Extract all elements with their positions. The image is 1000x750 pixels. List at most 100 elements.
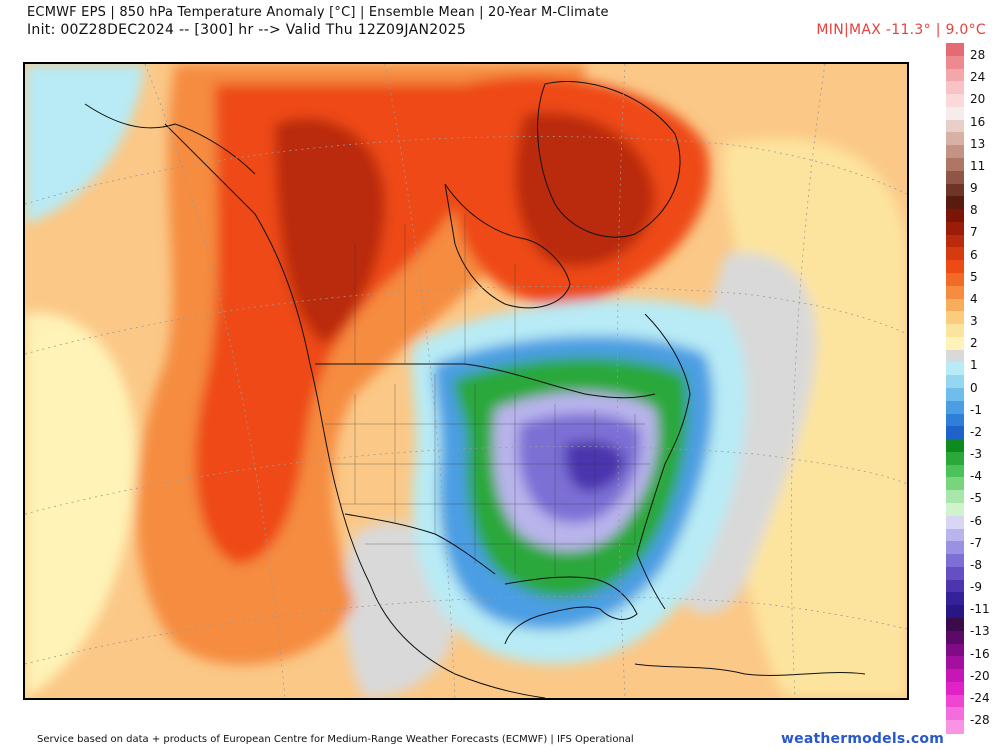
colorbar-swatch (946, 579, 964, 594)
graticule-lon-2 (384, 64, 456, 698)
colorbar-swatch (946, 707, 964, 721)
colorbar-swatch (946, 375, 964, 389)
state-lines-1 (354, 374, 636, 579)
colorbar-swatch (946, 285, 964, 300)
graticule (25, 64, 907, 698)
graticule-lon-3 (617, 64, 626, 698)
colorbar-tick-label: 24 (970, 70, 986, 85)
colorbar-tick-label: -11 (970, 602, 990, 617)
colorbar-tick-label: 2 (970, 336, 978, 351)
colorbar-swatch (946, 234, 964, 249)
province-lines (354, 214, 516, 374)
pale-zone-west (25, 312, 137, 698)
colorbar-swatch (946, 681, 964, 696)
colorbar-tick-label: 8 (970, 203, 978, 218)
colorbar-tick-label: -3 (970, 447, 982, 461)
colorbar-swatch (946, 656, 964, 670)
chart-title: ECMWF EPS | 850 hPa Temperature Anomaly … (27, 5, 609, 20)
colorbar-tick-label: -4 (970, 469, 982, 484)
colorbar-swatch (946, 94, 964, 108)
colorbar-swatch (946, 170, 964, 185)
colorbar-tick-label: -24 (970, 690, 990, 705)
colorbar-swatch (946, 221, 964, 236)
colorbar-tick-label: 9 (970, 181, 978, 195)
state-borders (325, 214, 655, 579)
colorbar-swatch (946, 158, 964, 172)
colorbar-tick-label: -1 (970, 402, 982, 417)
graticule-lon-4 (790, 64, 826, 698)
colorbar-swatch (946, 554, 964, 568)
colorbar-swatch (946, 592, 964, 606)
colorbar-tick-label: 5 (970, 269, 978, 284)
colorbar-tick-label: 13 (970, 136, 986, 151)
colorbar-swatch (946, 541, 964, 555)
warm-anomaly-north-core (515, 112, 655, 267)
colorbar-swatch (946, 503, 964, 517)
init-valid-time: Init: 00Z28DEC2024 -- [300] hr --> Valid… (27, 22, 467, 38)
neutral-patch-pacific (25, 64, 145, 224)
colorbar (946, 43, 964, 734)
colorbar-swatch (946, 515, 964, 530)
colorbar-swatch (946, 439, 964, 453)
colorbar-tick-label: 28 (970, 48, 986, 62)
colorbar-tick-label: 11 (970, 158, 986, 173)
colorbar-swatch (946, 68, 964, 82)
colorbar-swatch (946, 618, 964, 632)
colorbar-swatch (946, 464, 964, 479)
colorbar-swatch (946, 630, 964, 645)
colorbar-swatch (946, 349, 964, 364)
warm-anomaly-rockies (275, 117, 385, 344)
colorbar-swatch (946, 183, 964, 197)
colorbar-tick-label: 3 (970, 314, 978, 328)
graticule-lat-4 (25, 596, 907, 665)
colorbar-swatch (946, 451, 964, 466)
graticule-lat-1 (25, 136, 907, 205)
colorbar-swatch (946, 362, 964, 376)
coast-alaska (84, 103, 256, 175)
state-lines-2 (325, 423, 655, 545)
brand-link[interactable]: weathermodels.com (780, 731, 944, 747)
colorbar-swatch (946, 247, 964, 261)
anomaly-map (23, 62, 909, 700)
coast-greenland (537, 80, 681, 238)
colorbar-tick-label: 1 (970, 358, 978, 373)
colorbar-swatch (946, 81, 964, 95)
colorbar-swatch (946, 311, 964, 325)
colorbar-tick-label: -9 (970, 580, 982, 594)
colorbar-swatch (946, 145, 964, 159)
border-canada-us (315, 363, 656, 399)
colorbar-tick-label: 16 (970, 114, 986, 129)
colorbar-swatch (946, 132, 964, 146)
colorbar-swatch (946, 273, 964, 287)
colorbar-swatch (946, 298, 964, 312)
colorbar-swatch (946, 209, 964, 223)
colorbar-swatch (946, 605, 964, 619)
coast-gulf (504, 576, 638, 645)
colorbar-swatch (946, 196, 964, 210)
colorbar-swatch (946, 490, 964, 504)
colorbar-tick-label: -8 (970, 557, 982, 572)
colorbar-swatch (946, 106, 964, 121)
colorbar-swatch (946, 260, 964, 274)
colorbar-tick-label: -7 (970, 535, 982, 550)
colorbar-tick-label: 4 (970, 291, 978, 306)
colorbar-tick-label: 7 (970, 225, 978, 240)
colorbar-swatch (946, 720, 964, 734)
colorbar-swatch (946, 477, 964, 491)
colorbar-swatch (946, 336, 964, 351)
coast-east (636, 313, 691, 610)
colorbar-tick-label: -6 (970, 513, 982, 528)
colorbar-swatch (946, 643, 964, 657)
colorbar-swatch (946, 324, 964, 338)
colorbar-tick-label: 20 (970, 92, 986, 107)
colorbar-swatch (946, 426, 964, 440)
colorbar-swatch (946, 388, 964, 402)
colorbar-tick-label: -5 (970, 491, 982, 506)
colorbar-swatch (946, 669, 964, 683)
colorbar-swatch (946, 566, 964, 581)
map-canvas (25, 64, 907, 698)
colorbar-tick-label: -2 (970, 424, 982, 439)
colorbar-swatch (946, 400, 964, 415)
graticule-lat-3 (25, 446, 907, 515)
graticule-lat-2 (25, 286, 907, 355)
